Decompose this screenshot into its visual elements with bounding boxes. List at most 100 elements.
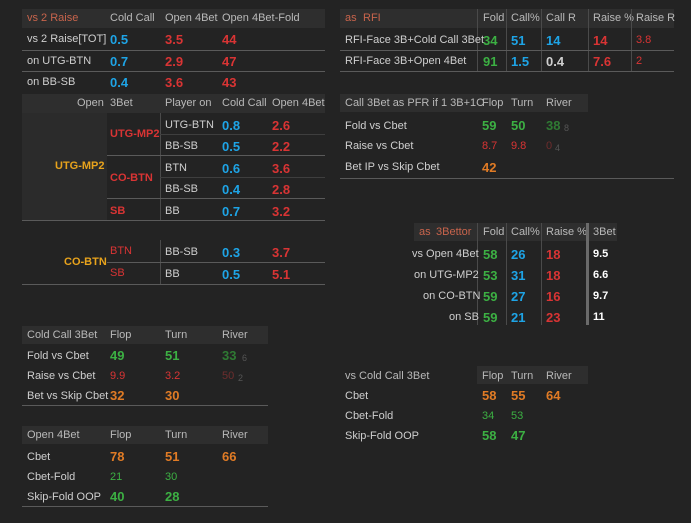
rfi-callr-value[interactable]: 0.4 <box>546 54 565 69</box>
river-value[interactable]: 64 <box>546 388 561 403</box>
col-river: River <box>222 329 248 341</box>
coldcall3bet-header <box>22 326 268 344</box>
turn-value[interactable]: 51 <box>165 348 180 363</box>
bettor-fold-value[interactable]: 59 <box>483 310 498 325</box>
row-label: Bet IP vs Skip Cbet <box>345 161 440 173</box>
rfi-raise-value[interactable]: 14 <box>593 33 608 48</box>
river-sample-size: 8 <box>564 123 570 133</box>
rfi-raiser-value[interactable]: 3.8 <box>636 34 652 46</box>
vs2raise-cc-value[interactable]: 0.7 <box>110 54 129 69</box>
bettor-call-value[interactable]: 26 <box>511 247 526 262</box>
flop-value[interactable]: 32 <box>110 388 125 403</box>
flop-value[interactable]: 78 <box>110 449 125 464</box>
turn-value[interactable]: 30 <box>165 471 178 483</box>
flop-value[interactable]: 34 <box>482 410 495 422</box>
vs2raise-o4f-value[interactable]: 43 <box>222 75 237 90</box>
flop-value[interactable]: 58 <box>482 428 497 443</box>
river-value[interactable]: 0 <box>546 140 553 152</box>
turn-value[interactable]: 50 <box>511 118 526 133</box>
col-turn: Turn <box>165 429 188 441</box>
vs2raise-o4-value[interactable]: 3.5 <box>165 32 184 47</box>
turn-value[interactable]: 51 <box>165 449 180 464</box>
river-value[interactable]: 66 <box>222 449 237 464</box>
bettor-fold-value[interactable]: 53 <box>483 268 498 283</box>
turn-value[interactable]: 9.8 <box>511 140 527 152</box>
turn-value[interactable]: 30 <box>165 388 180 403</box>
bettor-call-value[interactable]: 21 <box>511 310 526 325</box>
player-on-label: BB <box>165 205 180 217</box>
bettor-raise-value[interactable]: 23 <box>546 310 561 325</box>
cold-call-value[interactable]: 0.7 <box>222 204 241 219</box>
row-label: Cbet-Fold <box>345 410 394 422</box>
open-4bet-value[interactable]: 2.2 <box>272 139 291 154</box>
river-value[interactable]: 38 <box>546 118 561 133</box>
bettor-row-label: on CO-BTN <box>423 290 481 302</box>
flop-value[interactable]: 58 <box>482 388 497 403</box>
cold-call-value[interactable]: 0.5 <box>222 139 241 154</box>
cold-call-value[interactable]: 0.6 <box>222 161 241 176</box>
cold-call-value[interactable]: 0.4 <box>222 182 241 197</box>
bettor-3bet-value[interactable]: 11 <box>593 311 605 323</box>
vs2raise-o4f-value[interactable]: 47 <box>222 54 237 69</box>
vs2raise-o4-value[interactable]: 3.6 <box>165 75 184 90</box>
turn-value[interactable]: 47 <box>511 428 526 443</box>
bettor-raise-value[interactable]: 16 <box>546 289 561 304</box>
cold-call-value[interactable]: 0.8 <box>222 118 241 133</box>
turn-value[interactable]: 28 <box>165 489 180 504</box>
bettor-fold-value[interactable]: 59 <box>483 289 498 304</box>
flop-value[interactable]: 59 <box>482 118 497 133</box>
flop-value[interactable]: 42 <box>482 160 497 175</box>
bettor-raise-value[interactable]: 18 <box>546 268 561 283</box>
rfi-call-value[interactable]: 1.5 <box>511 54 530 69</box>
rfi-raise-value[interactable]: 7.6 <box>593 54 612 69</box>
player-on-label: BB-SB <box>165 140 199 152</box>
vs2raise-cc-value[interactable]: 0.5 <box>110 32 129 47</box>
bettor-call-value[interactable]: 27 <box>511 289 526 304</box>
turn-value[interactable]: 55 <box>511 388 526 403</box>
flop-value[interactable]: 9.9 <box>110 370 126 382</box>
divider <box>107 155 325 156</box>
river-value[interactable]: 50 <box>222 370 235 382</box>
rfi-raiser-value[interactable]: 2 <box>636 55 643 67</box>
rfi-callr-value[interactable]: 14 <box>546 33 561 48</box>
rfi-fold-value[interactable]: 34 <box>483 33 498 48</box>
rfi-call-value[interactable]: 51 <box>511 33 526 48</box>
bettor-label: SB <box>110 205 126 217</box>
bettor-row-label: vs Open 4Bet <box>412 248 479 260</box>
row-label: Bet vs Skip Cbet <box>27 390 109 402</box>
rfi-col-raise-r: Raise R <box>636 12 676 24</box>
vs2raise-col-open-4bet-fold: Open 4Bet-Fold <box>222 12 300 24</box>
flop-value[interactable]: 49 <box>110 348 125 363</box>
bettor-fold-value[interactable]: 58 <box>483 247 498 262</box>
bettor-3bet-value[interactable]: 9.7 <box>593 290 609 302</box>
divider <box>160 134 325 135</box>
open-4bet-value[interactable]: 3.2 <box>272 204 291 219</box>
open-4bet-value[interactable]: 2.6 <box>272 118 291 133</box>
river-value[interactable]: 33 <box>222 348 237 363</box>
open-4bet-value[interactable]: 2.8 <box>272 182 291 197</box>
flop-value[interactable]: 40 <box>110 489 125 504</box>
flop-value[interactable]: 8.7 <box>482 140 498 152</box>
column-divider <box>477 9 478 71</box>
vs2raise-o4-value[interactable]: 2.9 <box>165 54 184 69</box>
vs2raise-cc-value[interactable]: 0.4 <box>110 75 129 90</box>
bettor-3bet-value[interactable]: 6.6 <box>593 269 609 281</box>
row-label: Fold vs Cbet <box>345 120 407 132</box>
bettor-3bet-value[interactable]: 9.5 <box>593 248 609 260</box>
cold-call-value[interactable]: 0.3 <box>222 245 241 260</box>
open-4bet-value[interactable]: 5.1 <box>272 267 291 282</box>
vs2raise-header <box>22 9 325 28</box>
column-divider <box>541 223 542 325</box>
turn-value[interactable]: 53 <box>511 410 524 422</box>
open-4bet-value[interactable]: 3.7 <box>272 245 291 260</box>
open-4bet-value[interactable]: 3.6 <box>272 161 291 176</box>
column-divider <box>631 9 632 71</box>
cold-call-value[interactable]: 0.5 <box>222 267 241 282</box>
bettor-call-value[interactable]: 31 <box>511 268 526 283</box>
turn-value[interactable]: 3.2 <box>165 370 181 382</box>
bettor-raise-value[interactable]: 18 <box>546 247 561 262</box>
vs2raise-o4f-value[interactable]: 44 <box>222 32 237 47</box>
flop-value[interactable]: 21 <box>110 471 123 483</box>
rfi-fold-value[interactable]: 91 <box>483 54 498 69</box>
bettor-col-3bet: 3Bet <box>593 226 616 238</box>
